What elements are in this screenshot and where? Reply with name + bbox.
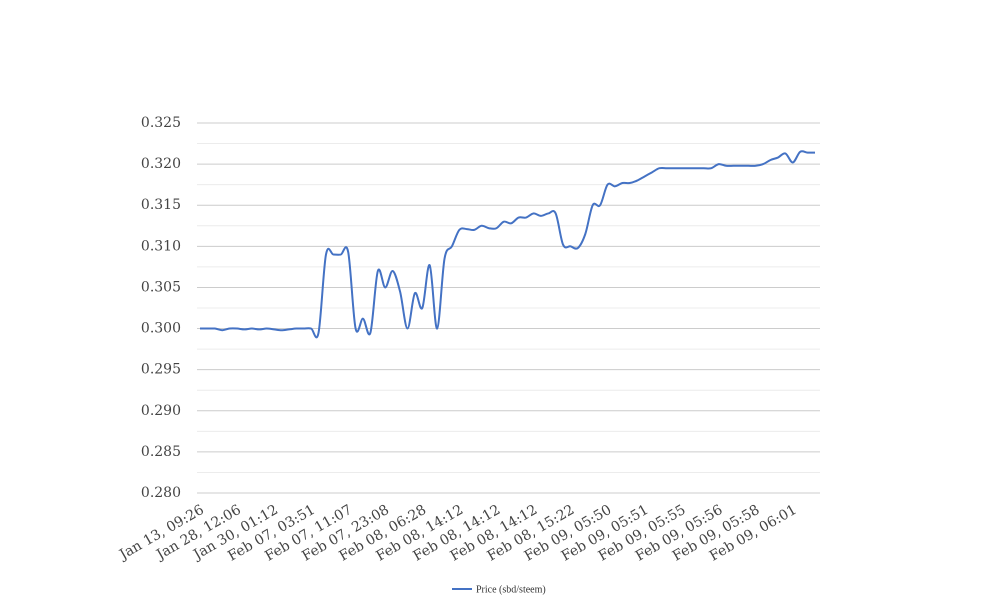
y-tick-label: 0.300 [141, 321, 181, 337]
y-tick-label: 0.285 [141, 444, 181, 460]
y-tick-label: 0.305 [141, 279, 181, 295]
y-tick-label: 0.295 [141, 362, 181, 378]
legend-label: Price (sbd/steem) [476, 584, 546, 595]
data-line [199, 150, 816, 339]
y-tick-label: 0.320 [141, 156, 181, 172]
y-tick-label: 0.280 [141, 485, 181, 501]
y-tick-label: 0.310 [141, 238, 181, 254]
y-tick-label: 0.325 [141, 115, 181, 131]
y-tick-label: 0.290 [141, 403, 181, 419]
y-tick-label: 0.315 [141, 197, 181, 213]
